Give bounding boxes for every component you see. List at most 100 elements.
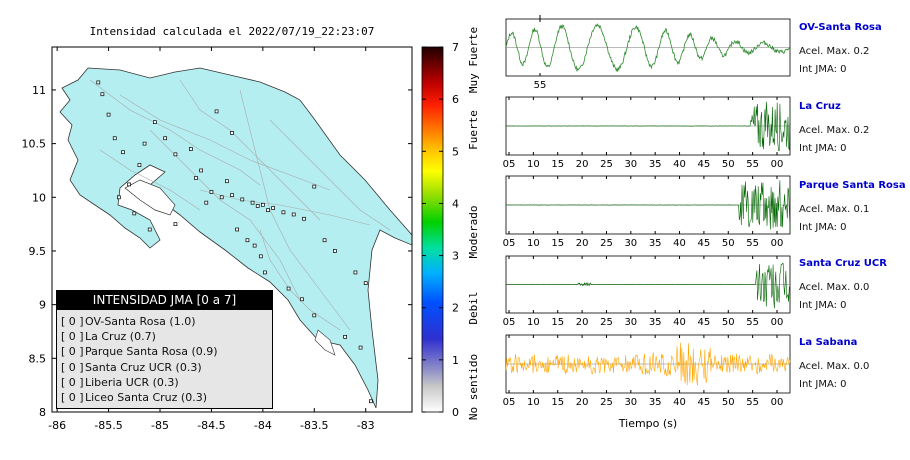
station-max-accel: Acel. Max. 0.0 <box>799 282 870 293</box>
station-marker <box>225 179 229 184</box>
waveform-tick-label: 55 <box>746 317 759 328</box>
waveform-tick-label: 00 <box>771 317 784 328</box>
legend-item-bracket: [ 0 ] <box>61 375 84 389</box>
station-marker <box>333 249 337 253</box>
station-name: La Cruz <box>799 101 841 112</box>
waveform-tick-label: 20 <box>576 159 589 170</box>
station-marker <box>100 92 105 97</box>
legend-item: [ 0 ]Liberia UCR (0.3) <box>61 375 272 390</box>
waveform-tick-label: 00 <box>771 238 784 249</box>
legend-item: [ 0 ]Liceo Santa Cruz (0.3) <box>61 390 272 405</box>
waveform-tick-label: 55 <box>746 238 759 249</box>
legend-item: [ 0 ]Parque Santa Rosa (0.9) <box>61 344 272 359</box>
station-marker <box>173 152 178 157</box>
legend-rows: [ 0 ]OV-Santa Rosa (1.0)[ 0 ]La Cruz (0.… <box>57 310 272 405</box>
waveform-tick-label: 50 <box>722 238 735 249</box>
waveform-tick-label: 40 <box>673 397 686 408</box>
waveform-tick-label: 30 <box>624 317 637 328</box>
waveform-tick-label: 30 <box>624 159 637 170</box>
station-marker <box>153 120 157 124</box>
station-name: La Sabana <box>799 337 858 348</box>
station-marker <box>255 204 260 208</box>
station-marker <box>132 211 137 216</box>
road-line <box>269 119 391 231</box>
waveform-tick-label: 45 <box>698 238 711 249</box>
waveform-tick-label: 15 <box>551 397 564 408</box>
legend-item-name: OV-Santa Rosa (1.0) <box>85 315 196 328</box>
colorbar-tick-label: 6 <box>452 93 459 106</box>
station-marker <box>250 200 255 205</box>
waveform-tick-label: 05 <box>503 317 516 328</box>
legend-item-name: Liceo Santa Cruz (0.3) <box>85 391 207 405</box>
road-line <box>179 79 321 221</box>
road-line <box>89 79 261 186</box>
colorbar-tick-label: 2 <box>452 302 459 315</box>
legend-item-bracket: [ 0 ] <box>61 315 84 328</box>
road-line <box>119 94 331 191</box>
station-marker <box>363 281 368 286</box>
map-ytick-label: 9 <box>39 299 46 312</box>
colorbar-tick-label: 4 <box>452 197 459 210</box>
waveform-tick-label: 00 <box>771 159 784 170</box>
station-marker <box>312 313 317 318</box>
waveform-trace <box>505 23 791 73</box>
road-line <box>149 129 301 301</box>
station-marker <box>369 399 373 404</box>
station-marker <box>240 197 245 202</box>
waveform-trace <box>505 101 791 152</box>
waveform-tick-label: 10 <box>527 397 540 408</box>
map-plot: -86 -85.5 -85 -84.5 -84 -83.5 -83 11 10.5 10 9.5 9 8… <box>22 46 413 432</box>
station-marker <box>142 141 147 146</box>
map-ytick-label: 10.5 <box>22 138 47 151</box>
waveform-panel: 05 10 15 20 25 30 35 40 45 50 55 00 <box>503 255 791 328</box>
waveform-tick-label: 40 <box>673 159 686 170</box>
road-line <box>239 89 351 331</box>
waveform-tick-label: 35 <box>649 397 662 408</box>
station-max-accel: Acel. Max. 0.2 <box>799 46 870 57</box>
legend-item-bracket: [ 0 ] <box>61 345 84 359</box>
colorbar-tick-label: 0 <box>452 406 459 419</box>
waveform-tick-label: 30 <box>624 397 637 408</box>
station-marker <box>219 195 224 200</box>
station-marker <box>147 227 152 232</box>
waveform-tick-label: 15 <box>551 317 564 328</box>
station-jma-intensity: Int JMA: 0 <box>799 64 847 75</box>
waveform-tick-label: 45 <box>698 317 711 328</box>
legend-item: [ 0 ]La Cruz (0.7) <box>61 329 272 344</box>
waveform-tick-label: 40 <box>673 238 686 249</box>
legend-item-bracket: [ 0 ] <box>61 391 84 405</box>
waveform-tick-label: 05 <box>503 397 516 408</box>
waveform-tick-label: 45 <box>698 397 711 408</box>
waveform-tick-label: 40 <box>673 317 686 328</box>
legend-item: [ 0 ]Santa Cruz UCR (0.3) <box>61 360 272 375</box>
waveform-tick-label: 25 <box>600 238 613 249</box>
legend-item-name: Liberia UCR (0.3) <box>85 375 179 389</box>
waveform-tick-label: 35 <box>649 317 662 328</box>
map-ytick-label: 11 <box>32 84 46 97</box>
station-marker <box>271 206 275 210</box>
station-marker <box>204 200 209 205</box>
colorbar-tick-label: 5 <box>452 145 459 158</box>
station-name: Santa Cruz UCR <box>799 258 887 269</box>
colorbar-tick-label: 3 <box>452 250 459 263</box>
waveform-tick-label: 35 <box>649 159 662 170</box>
waveform-tick-label: 20 <box>576 317 589 328</box>
station-marker <box>163 136 167 141</box>
station-marker <box>281 210 286 215</box>
station-name: Parque Santa Rosa <box>799 180 906 191</box>
station-marker <box>286 286 291 291</box>
legend-item-name: Parque Santa Rosa (0.9) <box>85 345 218 359</box>
station-max-accel: Acel. Max. 0.2 <box>799 125 870 136</box>
station-marker <box>230 131 234 135</box>
waveform-trace <box>505 180 791 230</box>
costa-rica-land <box>59 67 412 409</box>
station-marker <box>230 193 234 197</box>
road-line <box>199 189 371 226</box>
map-xtick-label: -84 <box>254 419 272 432</box>
station-marker <box>235 227 239 232</box>
station-marker <box>112 136 117 141</box>
legend-item: [ 0 ]OV-Santa Rosa (1.0) <box>61 314 272 329</box>
map-xtick-label: -85 <box>151 419 169 432</box>
legend-item-bracket: [ 0 ] <box>61 360 84 374</box>
waveform-trace <box>505 262 791 309</box>
